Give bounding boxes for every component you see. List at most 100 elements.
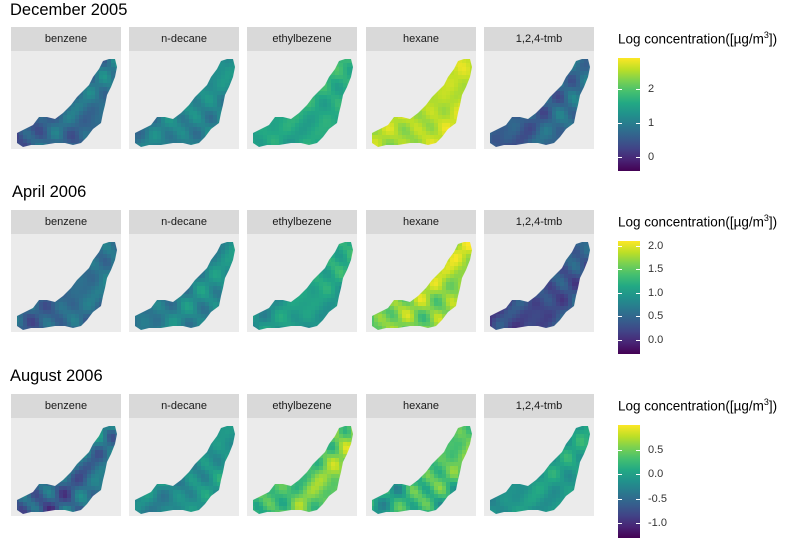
heatmap-cell xyxy=(189,127,193,131)
heatmap-cell xyxy=(161,99,165,103)
heatmap-cell xyxy=(568,103,572,107)
heatmap-cell xyxy=(225,147,229,149)
heatmap-cell xyxy=(386,59,390,63)
heatmap-cell xyxy=(213,246,217,250)
heatmap-cell xyxy=(59,234,63,238)
heatmap-cell xyxy=(95,294,99,298)
heatmap-cell xyxy=(548,83,552,87)
heatmap-cell xyxy=(259,91,263,95)
heatmap-cell xyxy=(51,246,55,250)
heatmap-cell xyxy=(331,99,335,103)
heatmap-cell xyxy=(71,326,75,330)
heatmap-cell xyxy=(79,71,83,75)
heatmap-cell xyxy=(267,83,271,87)
heatmap-cell xyxy=(47,55,51,59)
heatmap-cell xyxy=(402,147,406,149)
heatmap-cell xyxy=(217,294,221,298)
heatmap-cell xyxy=(339,51,343,55)
heatmap-cell xyxy=(35,306,39,310)
heatmap-cell xyxy=(59,270,63,274)
heatmap-cell xyxy=(287,234,291,238)
heatmap-cell xyxy=(145,234,149,238)
heatmap-cell xyxy=(484,55,488,59)
heatmap-cell xyxy=(157,326,161,330)
heatmap-cell xyxy=(173,286,177,290)
heatmap-cell xyxy=(43,131,47,135)
heatmap-cell xyxy=(201,143,205,147)
heatmap-cell xyxy=(466,75,470,79)
heatmap-cell xyxy=(19,290,23,294)
heatmap-cell xyxy=(225,294,229,298)
heatmap-cell xyxy=(394,63,398,67)
heatmap-cell xyxy=(31,282,35,286)
heatmap-cell xyxy=(51,326,55,330)
heatmap-cell xyxy=(217,107,221,111)
heatmap-cell xyxy=(303,135,307,139)
heatmap-cell xyxy=(374,111,378,115)
heatmap-cell xyxy=(434,135,438,139)
heatmap-cell xyxy=(19,314,23,318)
heatmap-cell xyxy=(19,91,23,95)
heatmap-cell xyxy=(47,147,51,149)
heatmap-cell xyxy=(59,127,63,131)
heatmap-cell xyxy=(157,75,161,79)
heatmap-cell xyxy=(548,123,552,127)
heatmap-cell xyxy=(149,143,153,147)
heatmap-cell xyxy=(55,75,59,79)
heatmap-cell xyxy=(331,79,335,83)
heatmap-cell xyxy=(572,143,576,147)
heatmap-cell xyxy=(39,131,43,135)
heatmap-cell xyxy=(11,119,15,123)
heatmap-cell xyxy=(556,91,560,95)
heatmap-cell xyxy=(189,302,193,306)
heatmap-cell xyxy=(446,95,450,99)
heatmap-cell xyxy=(99,330,103,332)
heatmap-cell xyxy=(135,83,137,87)
heatmap-cell xyxy=(323,59,327,63)
heatmap-cell xyxy=(145,242,149,246)
heatmap-cell xyxy=(560,55,564,59)
heatmap-cell xyxy=(229,326,233,330)
heatmap-cell xyxy=(253,83,255,87)
heatmap-cell xyxy=(556,51,560,55)
heatmap-cell xyxy=(287,79,291,83)
heatmap-cell xyxy=(229,258,233,262)
heatmap-cell xyxy=(504,67,508,71)
heatmap-cell xyxy=(406,135,410,139)
heatmap-cell xyxy=(149,278,153,282)
heatmap-cell xyxy=(205,147,209,149)
heatmap-cell xyxy=(31,79,35,83)
heatmap-cell xyxy=(430,119,434,123)
heatmap-cell xyxy=(193,318,197,322)
heatmap-cell xyxy=(564,139,568,143)
heatmap-cell xyxy=(225,254,229,258)
heatmap-cell xyxy=(536,147,540,149)
heatmap-cell xyxy=(422,123,426,127)
heatmap-cell xyxy=(532,143,536,147)
heatmap-cell xyxy=(217,115,221,119)
heatmap-cell xyxy=(508,59,512,63)
heatmap-cell xyxy=(524,123,528,127)
heatmap-cell xyxy=(536,135,540,139)
heatmap-cell xyxy=(55,286,59,290)
heatmap-cell xyxy=(233,298,235,302)
heatmap-cell xyxy=(544,135,548,139)
heatmap-cell xyxy=(91,147,95,149)
heatmap-cell xyxy=(23,79,27,83)
heatmap-cell xyxy=(560,119,564,123)
heatmap-cell xyxy=(504,83,508,87)
heatmap-cell xyxy=(47,270,51,274)
heatmap-cell xyxy=(209,147,213,149)
heatmap-cell xyxy=(119,302,121,306)
heatmap-cell xyxy=(355,119,357,123)
heatmap-cell xyxy=(229,127,233,131)
heatmap-cell xyxy=(474,55,476,59)
heatmap-cell xyxy=(470,51,474,55)
heatmap-cell xyxy=(560,103,564,107)
heatmap-cell xyxy=(177,282,181,286)
heatmap-cell xyxy=(103,83,107,87)
heatmap-cell xyxy=(209,135,213,139)
heatmap-cell xyxy=(129,310,133,314)
heatmap-cell xyxy=(63,87,67,91)
heatmap-cell xyxy=(119,282,121,286)
